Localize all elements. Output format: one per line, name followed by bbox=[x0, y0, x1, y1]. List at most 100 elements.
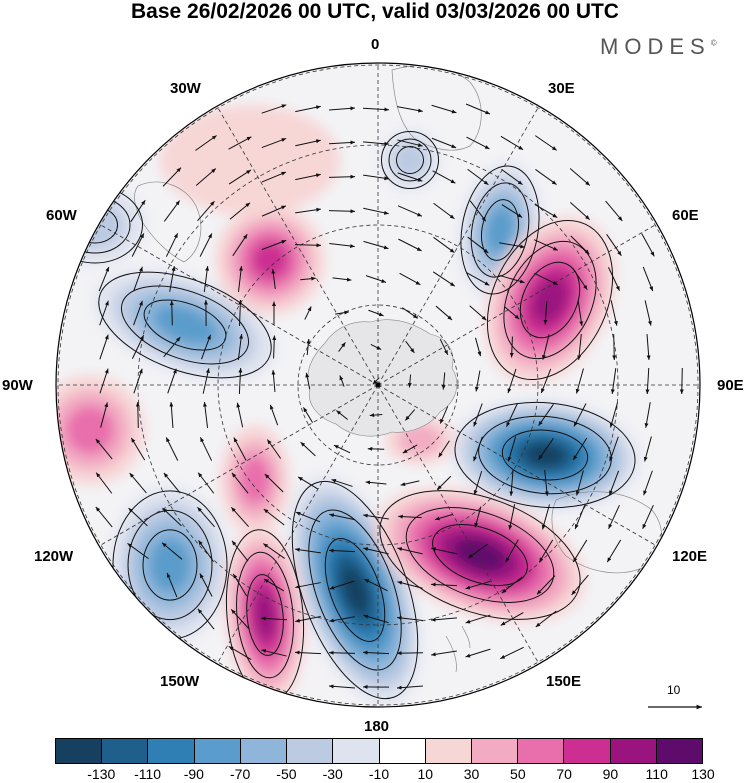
wind-arrow bbox=[363, 614, 389, 624]
south-america bbox=[134, 181, 202, 263]
meridian-line bbox=[216, 105, 379, 386]
anomaly-contour-fill bbox=[398, 424, 442, 456]
wind-arrow bbox=[609, 402, 618, 428]
brand-name: MODES bbox=[600, 34, 711, 59]
wind-arrow bbox=[399, 272, 421, 286]
lon-label-120w: 120W bbox=[34, 548, 74, 565]
wind-arrow bbox=[133, 368, 143, 394]
map-title: Base 26/02/2026 00 UTC, valid 03/03/2026… bbox=[131, 0, 619, 23]
wind-arrow bbox=[507, 368, 517, 394]
contour-line bbox=[432, 523, 528, 587]
new-zealand bbox=[445, 625, 471, 673]
wind-vectors bbox=[95, 103, 684, 690]
wind-arrow bbox=[569, 201, 591, 221]
wind-arrow bbox=[263, 508, 285, 526]
contour-line bbox=[519, 261, 581, 339]
colorbar-cell bbox=[333, 739, 380, 763]
contour-line bbox=[480, 199, 520, 261]
wind-arrow bbox=[329, 243, 355, 248]
wind-arrow bbox=[339, 375, 345, 387]
colorbar-cell bbox=[518, 739, 565, 763]
wind-arrow bbox=[501, 168, 523, 186]
wind-arrow bbox=[195, 135, 217, 151]
contour-line bbox=[486, 219, 614, 381]
meridian-line bbox=[377, 384, 540, 665]
lon-label-60e: 60E bbox=[672, 207, 699, 224]
wind-arrow bbox=[606, 539, 622, 563]
wind-arrow bbox=[336, 410, 348, 420]
wind-arrow bbox=[499, 242, 525, 249]
wind-arrow bbox=[577, 334, 582, 360]
wind-arrow bbox=[131, 335, 145, 359]
colorbar-cell bbox=[287, 739, 334, 763]
wind-arrow bbox=[229, 202, 251, 220]
wind-arrow bbox=[133, 300, 143, 326]
wind-arrow bbox=[466, 272, 490, 286]
wind-arrow bbox=[542, 334, 550, 360]
wind-arrow bbox=[500, 135, 524, 151]
wind-arrow bbox=[432, 170, 456, 184]
wind-arrow bbox=[260, 616, 288, 621]
colorbar-cell bbox=[471, 739, 519, 763]
wind-arrow bbox=[573, 403, 587, 427]
wind-arrow bbox=[238, 299, 243, 327]
wind-arrow bbox=[363, 141, 389, 146]
colorbar-tick-label: 10 bbox=[417, 766, 434, 782]
wind-arrow bbox=[264, 473, 284, 493]
wind-arrow bbox=[473, 403, 483, 427]
wind-arrow bbox=[95, 472, 113, 494]
wind-arrow bbox=[362, 650, 390, 655]
wind-arrow bbox=[199, 437, 213, 461]
wind-arrow bbox=[363, 240, 389, 250]
modes-logo: MODES© bbox=[600, 34, 717, 60]
wind-arrow bbox=[198, 540, 214, 562]
wind-arrow bbox=[431, 617, 457, 622]
contour-line bbox=[388, 138, 432, 182]
wind-arrow bbox=[95, 438, 113, 460]
wind-arrow bbox=[332, 277, 352, 282]
colorbar-tick-label: -50 bbox=[276, 766, 297, 782]
lon-label-30e: 30E bbox=[548, 80, 575, 97]
wind-arrow bbox=[407, 374, 412, 388]
wind-arrow bbox=[370, 344, 382, 350]
wind-arrow bbox=[431, 547, 457, 555]
wind-arrow bbox=[199, 233, 213, 257]
colorbar-cell bbox=[240, 739, 288, 763]
meridian-line bbox=[377, 384, 658, 547]
colorbar-cell bbox=[425, 739, 472, 763]
wind-arrow bbox=[506, 403, 518, 427]
wind-arrow bbox=[473, 436, 483, 462]
wind-arrow bbox=[328, 106, 356, 111]
wind-arrow bbox=[302, 407, 314, 423]
wind-arrow bbox=[231, 540, 249, 562]
wind-arrow bbox=[365, 480, 387, 485]
wind-arrow bbox=[431, 650, 457, 657]
wind-arrow bbox=[538, 438, 554, 460]
wind-arrow bbox=[368, 309, 384, 317]
wind-arrow bbox=[396, 685, 424, 690]
lon-label-150e: 150E bbox=[546, 673, 582, 690]
wind-arrow bbox=[197, 506, 215, 528]
wind-arrow bbox=[605, 200, 623, 222]
wind-arrow bbox=[363, 513, 389, 520]
wind-arrow bbox=[500, 612, 524, 626]
wind-arrow bbox=[269, 404, 279, 426]
wind-arrow bbox=[541, 504, 550, 530]
wind-arrow bbox=[237, 334, 244, 360]
wind-arrow bbox=[295, 139, 321, 147]
wind-arrow bbox=[328, 684, 356, 689]
anomaly-contour-fill bbox=[525, 443, 565, 467]
wind-arrow bbox=[130, 199, 146, 223]
colorbar-tick-label: -130 bbox=[87, 766, 116, 782]
lon-label-30w: 30W bbox=[170, 80, 201, 97]
latitude-circle bbox=[57, 64, 699, 706]
anomaly-contour-fill bbox=[341, 565, 369, 615]
wind-arrow bbox=[131, 233, 145, 257]
colorbar-labels: -130 -110 -90 -70 -50 -30 -10 10 30 50 70 90 110 130 bbox=[55, 766, 714, 783]
map-border bbox=[55, 62, 701, 708]
wind-arrow bbox=[363, 207, 389, 215]
wind-arrow bbox=[467, 236, 489, 254]
wind-arrow bbox=[162, 507, 182, 527]
wind-arrow bbox=[305, 372, 311, 390]
wind-arrow bbox=[236, 402, 244, 428]
